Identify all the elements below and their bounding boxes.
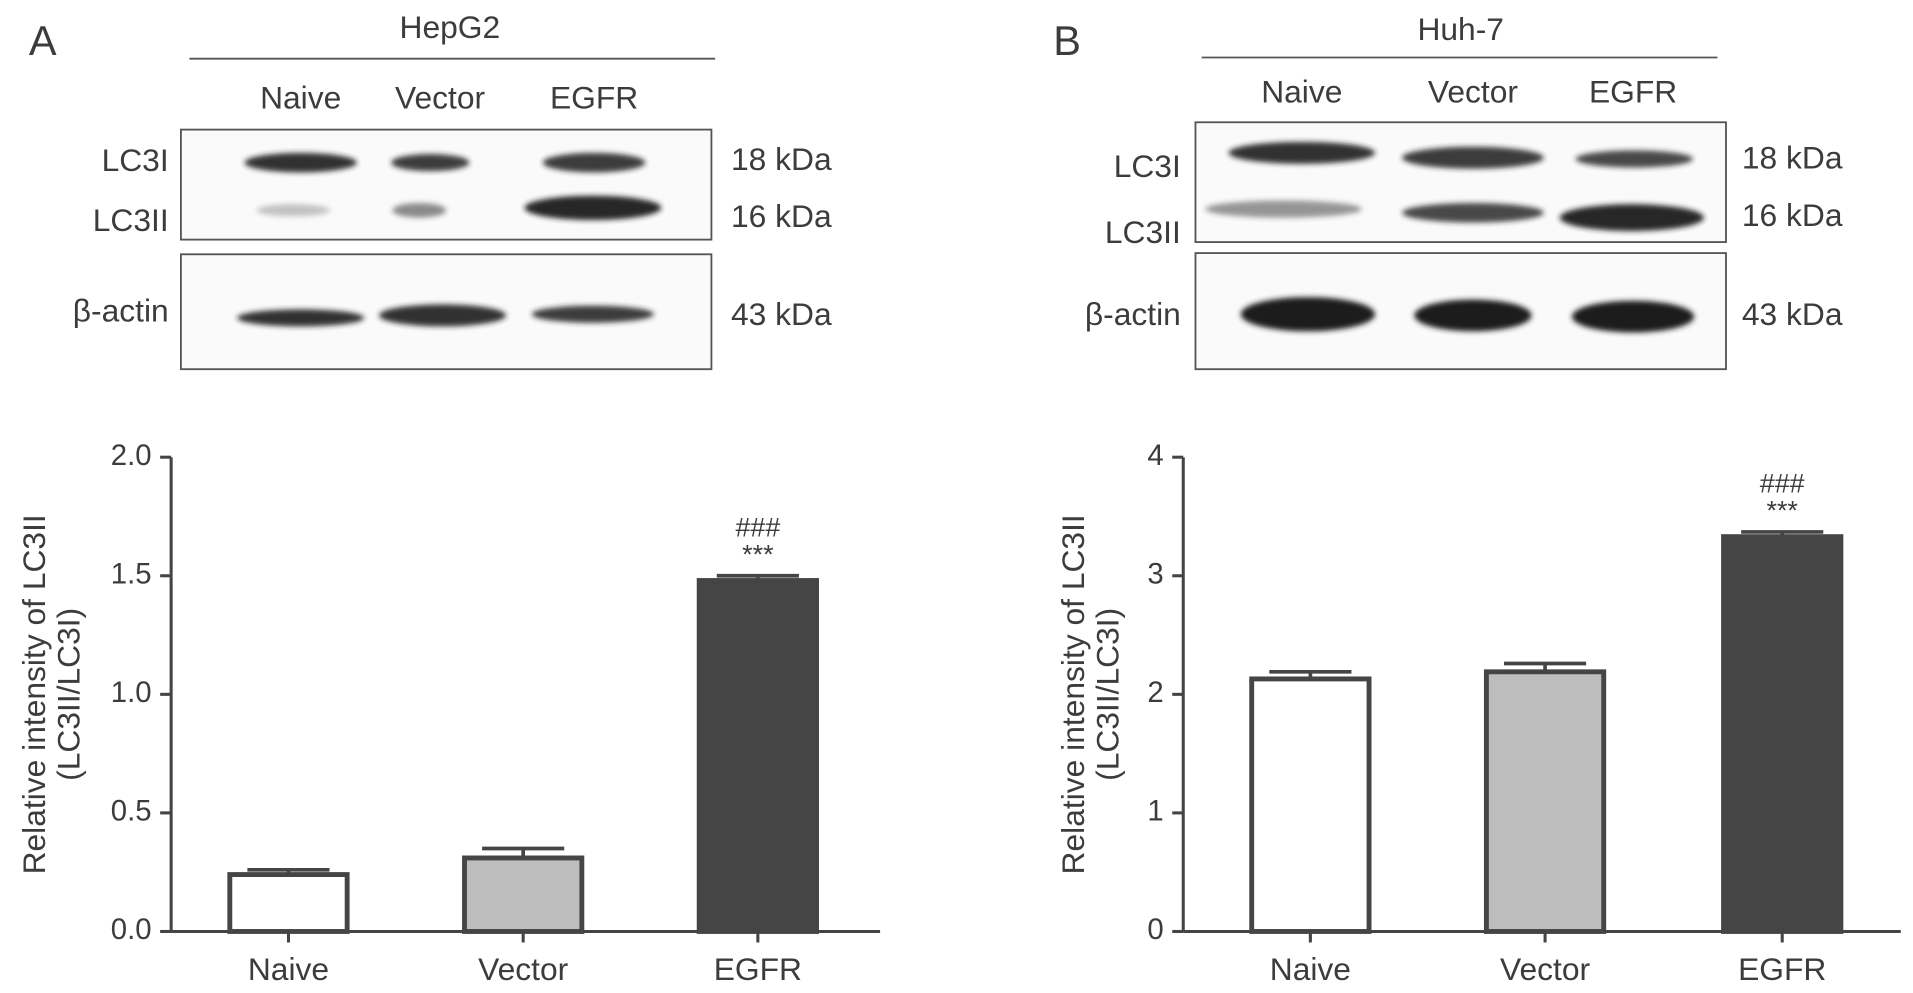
y-tick-label: 1.0 xyxy=(111,676,152,709)
blot-band xyxy=(1228,141,1376,164)
y-tick-label: 0 xyxy=(1147,913,1163,946)
band-label: β-actin xyxy=(1085,296,1181,332)
blot-band xyxy=(1240,297,1376,332)
cell-line: HepG2 xyxy=(400,9,501,45)
blot-band xyxy=(256,204,331,217)
blot-band xyxy=(542,152,646,173)
blot-band xyxy=(1402,202,1544,223)
x-tick-label: Vector xyxy=(478,951,568,987)
band-size: 18 kDa xyxy=(1742,140,1843,176)
y-axis-label: Relative intensity of LC3II xyxy=(1055,514,1091,874)
bar xyxy=(1483,669,1607,934)
significance-mark: *** xyxy=(1767,495,1799,525)
y-tick-label: 1 xyxy=(1147,795,1163,828)
band-size: 18 kDa xyxy=(731,141,832,177)
x-tick-label: EGFR xyxy=(1738,951,1826,987)
band-label: LC3I xyxy=(102,142,169,178)
significance-mark: *** xyxy=(742,539,774,569)
y-axis-label: Relative intensity of LC3II xyxy=(16,514,52,874)
lane-label: Vector xyxy=(1428,74,1518,110)
band-size: 43 kDa xyxy=(1742,296,1843,332)
blot-band xyxy=(1575,150,1693,168)
blot-band xyxy=(392,202,447,218)
band-label: β-actin xyxy=(73,292,169,328)
y-tick-label: 0.0 xyxy=(111,913,152,946)
bar xyxy=(227,872,350,934)
y-axis-label: (LC3II/LC3I) xyxy=(50,608,86,781)
blot-band xyxy=(237,309,365,327)
band-size: 16 kDa xyxy=(1742,197,1843,233)
y-axis-label: (LC3II/LC3I) xyxy=(1089,608,1125,781)
bar xyxy=(1721,534,1844,934)
x-tick-label: Naive xyxy=(1270,951,1351,987)
blot-band xyxy=(1414,299,1532,332)
band-label: LC3II xyxy=(1105,214,1181,250)
blot-band xyxy=(378,304,507,327)
x-tick-label: Naive xyxy=(248,951,329,987)
panel-letter: A xyxy=(29,17,57,64)
blot-band xyxy=(1559,204,1704,232)
y-tick-label: 2 xyxy=(1147,676,1163,709)
band-size: 43 kDa xyxy=(731,296,832,332)
bar xyxy=(1249,676,1372,934)
lane-label: Naive xyxy=(260,80,341,116)
bar-chart: Relative intensity of LC3II(LC3II/LC3I) 0… xyxy=(16,439,881,987)
blot-band xyxy=(531,305,654,323)
lane-label: Vector xyxy=(395,80,485,116)
lane-label: EGFR xyxy=(1589,74,1677,110)
band-label: LC3II xyxy=(93,202,169,238)
bar-chart: Relative intensity of LC3II(LC3II/LC3I) 0… xyxy=(1055,439,1901,987)
y-tick-label: 4 xyxy=(1147,439,1163,472)
blot-band xyxy=(1402,146,1544,169)
bar xyxy=(696,578,819,934)
x-tick-label: Vector xyxy=(1500,951,1590,987)
y-tick-label: 3 xyxy=(1147,558,1163,591)
y-tick-label: 2.0 xyxy=(111,439,152,472)
y-tick-label: 0.5 xyxy=(111,795,152,828)
lane-label: Naive xyxy=(1261,74,1342,110)
blot-band xyxy=(1205,200,1362,218)
blot-band xyxy=(1571,300,1695,333)
cell-line: Huh-7 xyxy=(1417,11,1504,47)
lane-label: EGFR xyxy=(550,80,638,116)
blot-frame xyxy=(179,128,713,241)
panel-letter: B xyxy=(1053,17,1081,64)
band-size: 16 kDa xyxy=(731,198,832,234)
y-tick-label: 1.5 xyxy=(111,558,152,591)
bar xyxy=(462,855,585,934)
band-label: LC3I xyxy=(1114,148,1181,184)
significance-mark: ### xyxy=(735,512,780,542)
blot-band xyxy=(524,195,662,221)
blot-band xyxy=(391,154,470,172)
significance-mark: ### xyxy=(1760,469,1805,499)
blot-band xyxy=(244,152,357,173)
x-tick-label: EGFR xyxy=(714,951,802,987)
